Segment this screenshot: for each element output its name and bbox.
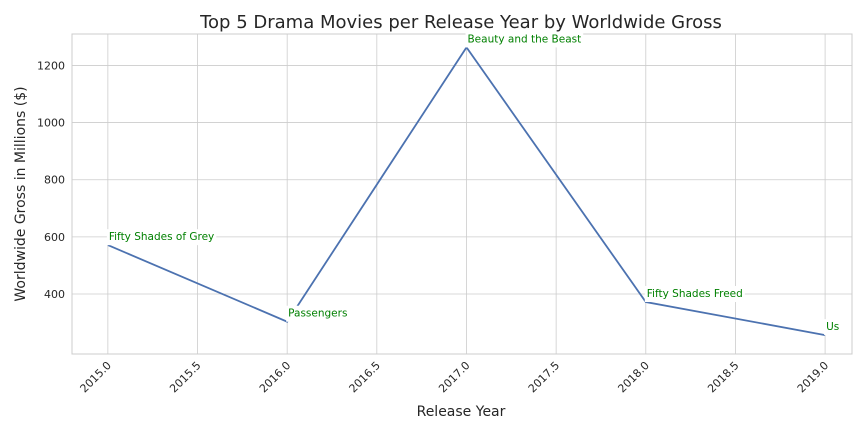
data-label-group: Passengers (286, 305, 350, 322)
chart-title: Top 5 Drama Movies per Release Year by W… (199, 12, 722, 33)
data-label-background (106, 229, 217, 246)
y-tick-label: 1000 (37, 117, 65, 130)
x-tick-label: 2016.0 (257, 359, 293, 395)
x-axis-label: Release Year (417, 404, 506, 420)
data-label-background (465, 31, 584, 48)
data-label-group: Fifty Shades Freed (644, 286, 745, 302)
x-tick-label: 2016.5 (347, 359, 383, 395)
y-axis-ticks: 400 600 800 1000 1200 (37, 59, 65, 301)
y-tick-label: 400 (44, 288, 65, 301)
x-tick-label: 2019.0 (795, 359, 831, 395)
data-label: Fifty Shades Freed (647, 288, 743, 300)
x-tick-label: 2018.0 (615, 359, 651, 395)
x-tick-label: 2017.0 (436, 359, 472, 395)
annotations: Fifty Shades of Grey Passengers Beauty and… (106, 31, 842, 336)
data-label: Us (826, 321, 839, 333)
data-label: Fifty Shades of Grey (109, 231, 214, 243)
data-label-background (824, 319, 842, 336)
grid (72, 34, 852, 354)
y-tick-label: 1200 (37, 59, 65, 72)
x-tick-label: 2018.5 (705, 359, 741, 395)
data-label-background (644, 286, 745, 302)
data-label-group: Beauty and the Beast (465, 31, 584, 48)
data-label-group: Fifty Shades of Grey (106, 229, 217, 246)
data-label-background (286, 305, 350, 322)
plot-frame (71, 33, 853, 355)
y-tick-label: 600 (44, 231, 65, 244)
x-axis-ticks: 2015.0 2015.5 2016.0 2016.5 2017.0 2017.5 2018… (78, 359, 832, 395)
x-tick-label: 2015.0 (78, 359, 114, 395)
x-tick-label: 2017.5 (526, 359, 562, 395)
x-tick-label: 2015.5 (167, 359, 203, 395)
y-tick-label: 800 (44, 174, 65, 187)
data-label: Beauty and the Beast (467, 33, 581, 45)
data-label-group: Us (824, 319, 842, 336)
y-axis-label: Worldwide Gross in Millions ($) (13, 86, 29, 301)
data-label: Passengers (288, 308, 347, 320)
